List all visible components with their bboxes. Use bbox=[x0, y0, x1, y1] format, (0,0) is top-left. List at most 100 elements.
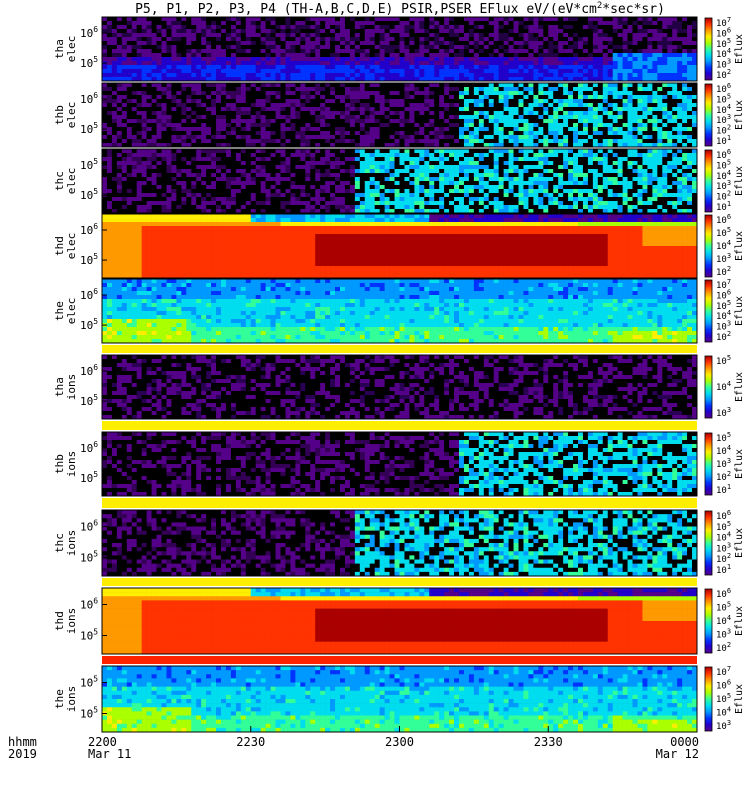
y-tick-label: 105 bbox=[80, 55, 98, 70]
colorbar-tick-label: 103 bbox=[716, 406, 731, 419]
colorbar-tick-label: 101 bbox=[716, 483, 731, 496]
panel-ylabel: ions bbox=[65, 686, 78, 713]
y-tick-label: 106 bbox=[80, 287, 98, 302]
colorbar-tick-label: 105 bbox=[716, 226, 731, 239]
y-tick-label: 105 bbox=[80, 317, 98, 332]
colorbar-tick-label: 105 bbox=[716, 692, 731, 705]
y-tick-label: 106 bbox=[80, 91, 98, 106]
panel-ylabel: ions bbox=[65, 608, 78, 635]
panel-separator-strip bbox=[102, 498, 697, 508]
colorbar-tick-label: 103 bbox=[716, 252, 731, 265]
colorbar-tick-label: 104 bbox=[716, 380, 731, 393]
y-tick-label: 105 bbox=[80, 470, 98, 485]
x-tick-label: 2330 bbox=[534, 735, 563, 749]
colorbar-label: Eflux bbox=[734, 34, 745, 64]
colorbar bbox=[705, 18, 712, 80]
chart-title: P5, P1, P2, P3, P4 (TH-A,B,C,D,E) PSIR,P… bbox=[135, 1, 665, 17]
colorbar bbox=[705, 589, 712, 653]
y-tick-label: 105 bbox=[80, 252, 98, 267]
panel-separator-strip bbox=[102, 578, 697, 586]
colorbar-tick-label: 104 bbox=[716, 444, 731, 457]
colorbar bbox=[705, 667, 712, 731]
y-tick-label: 106 bbox=[80, 363, 98, 378]
y-tick-label: 106 bbox=[80, 222, 98, 237]
colorbar-label: Eflux bbox=[734, 372, 745, 402]
x-tick-date: Mar 11 bbox=[88, 747, 131, 761]
panel-ylabel: elec bbox=[65, 36, 78, 63]
colorbar-tick-label: 105 bbox=[716, 601, 731, 614]
colorbar-label: Eflux bbox=[734, 296, 745, 326]
spectrogram-cells bbox=[102, 149, 697, 213]
y-tick-label: 105 bbox=[80, 157, 98, 172]
y-tick-label: 106 bbox=[80, 519, 98, 534]
y-tick-label: 105 bbox=[80, 628, 98, 643]
y-tick-label: 105 bbox=[80, 393, 98, 408]
spectrogram-cells bbox=[102, 588, 697, 654]
colorbar-tick-label: 103 bbox=[716, 457, 731, 470]
y-tick-label: 105 bbox=[80, 706, 98, 721]
colorbar bbox=[705, 150, 712, 212]
colorbar-tick-label: 106 bbox=[716, 213, 731, 226]
panel-separator-strip bbox=[102, 656, 697, 664]
x-tick-label: 2300 bbox=[385, 735, 414, 749]
colorbar-tick-label: 107 bbox=[716, 665, 731, 678]
colorbar-tick-label: 106 bbox=[716, 587, 731, 600]
colorbar-label: Eflux bbox=[734, 528, 745, 558]
colorbar-tick-label: 106 bbox=[716, 679, 731, 692]
y-tick-label: 106 bbox=[80, 597, 98, 612]
panel-separator-strip bbox=[102, 421, 697, 430]
colorbar-tick-label: 102 bbox=[716, 641, 731, 654]
colorbar-tick-label: 105 bbox=[716, 354, 731, 367]
spectrogram-cells bbox=[102, 17, 697, 81]
panel-separator-strip bbox=[102, 345, 697, 353]
y-tick-label: 105 bbox=[80, 121, 98, 136]
spectrogram-cells bbox=[102, 666, 697, 732]
colorbar-tick-label: 102 bbox=[716, 265, 731, 278]
x-tick-label: 2230 bbox=[236, 735, 265, 749]
colorbar-label: Eflux bbox=[734, 449, 745, 479]
y-tick-label: 105 bbox=[80, 550, 98, 565]
colorbar-tick-label: 104 bbox=[716, 706, 731, 719]
y-tick-label: 106 bbox=[80, 25, 98, 40]
colorbar-tick-label: 103 bbox=[716, 719, 731, 732]
spectrogram-cells bbox=[102, 355, 697, 419]
spectrogram-cells bbox=[102, 510, 697, 576]
panel-ylabel: elec bbox=[65, 168, 78, 195]
panel-ylabel: elec bbox=[65, 298, 78, 325]
panel-ylabel: ions bbox=[65, 451, 78, 478]
colorbar-tick-label: 103 bbox=[716, 628, 731, 641]
y-tick-label: 105 bbox=[80, 187, 98, 202]
chart-title-main: P5, P1, P2, P3, P4 (TH-A,B,C,D,E) PSIR,P… bbox=[135, 2, 597, 17]
colorbar bbox=[705, 511, 712, 575]
x-corner-label-year: 2019 bbox=[8, 747, 37, 761]
colorbar bbox=[705, 433, 712, 495]
colorbar-label: Eflux bbox=[734, 100, 745, 130]
colorbar-label: Eflux bbox=[734, 606, 745, 636]
spectrogram-cells bbox=[102, 214, 697, 278]
colorbar-tick-label: 104 bbox=[716, 614, 731, 627]
colorbar bbox=[705, 215, 712, 277]
y-tick-label: 106 bbox=[80, 440, 98, 455]
colorbar-label: Eflux bbox=[734, 231, 745, 261]
spectrogram-cells bbox=[102, 279, 697, 343]
colorbar-tick-label: 105 bbox=[716, 431, 731, 444]
colorbar-label: Eflux bbox=[734, 166, 745, 196]
spectrogram-cells bbox=[102, 432, 697, 496]
panel-ylabel: ions bbox=[65, 530, 78, 557]
colorbar-label: Eflux bbox=[734, 684, 745, 714]
panel-ylabel: elec bbox=[65, 102, 78, 129]
colorbar bbox=[705, 356, 712, 418]
colorbar bbox=[705, 280, 712, 342]
colorbar-tick-label: 104 bbox=[716, 239, 731, 252]
